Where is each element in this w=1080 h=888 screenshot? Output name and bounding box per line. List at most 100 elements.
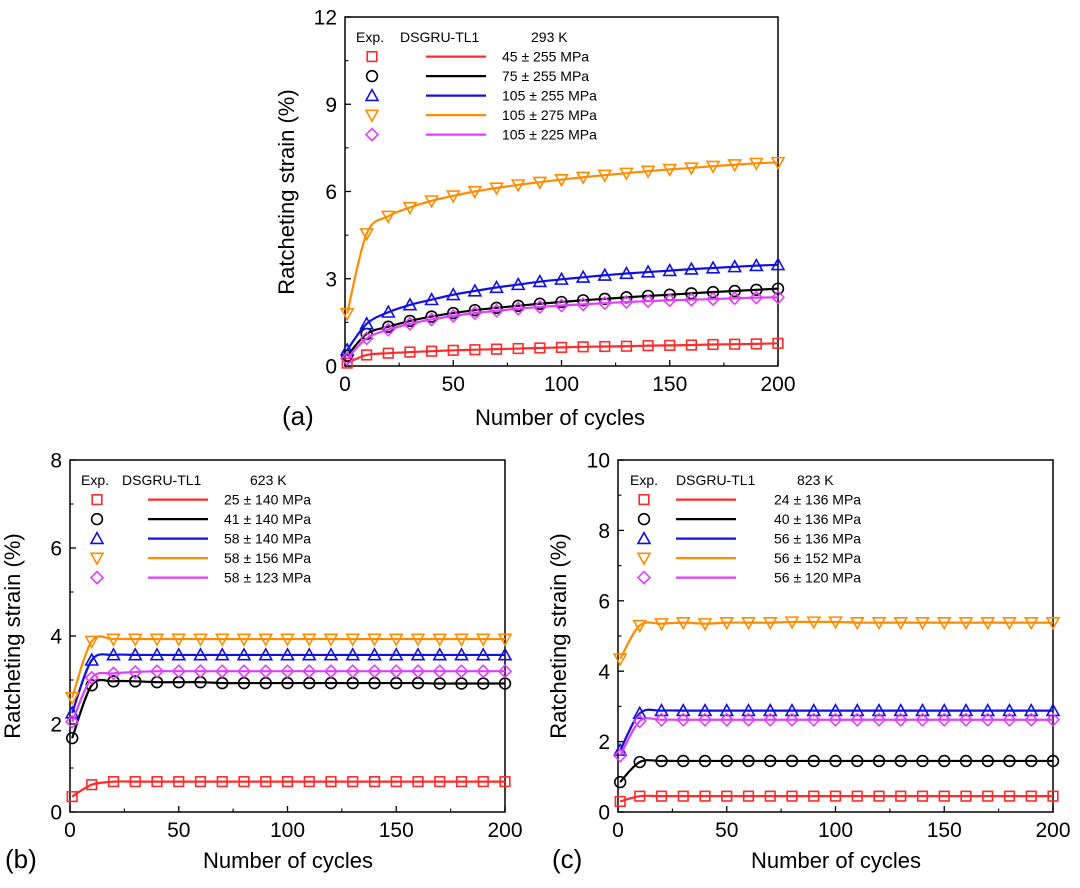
y-tick-label: 3 <box>325 268 337 291</box>
series-line <box>346 287 779 357</box>
data-point <box>655 790 668 802</box>
data-point <box>1003 754 1016 768</box>
legend-label: 40 ± 136 MPa <box>774 511 861 527</box>
data-point <box>425 345 438 357</box>
data-point <box>129 776 141 788</box>
data-point <box>654 712 669 727</box>
data-point <box>404 346 416 358</box>
x-tick-label: 0 <box>612 819 624 842</box>
data-point <box>497 647 513 661</box>
y-axis-label: Ratcheting strain (%) <box>274 89 299 294</box>
data-point <box>149 664 165 679</box>
data-point <box>361 349 373 361</box>
data-point <box>980 712 995 727</box>
data-point <box>982 790 994 802</box>
data-point <box>477 776 489 788</box>
data-point <box>632 714 647 729</box>
data-point <box>851 790 863 802</box>
data-point <box>171 647 187 661</box>
legend-label: 56 ± 120 MPa <box>774 570 861 586</box>
data-point <box>281 776 294 788</box>
legend-temperature: 623 K <box>250 472 287 488</box>
data-point <box>151 776 163 788</box>
data-point <box>619 294 634 310</box>
y-tick-label: 0 <box>598 802 610 825</box>
data-point <box>106 666 121 681</box>
data-point <box>1046 754 1060 768</box>
data-point <box>410 647 426 661</box>
data-point <box>511 299 525 312</box>
data-point <box>613 775 627 789</box>
data-point <box>698 754 712 768</box>
y-tick-label: 12 <box>314 7 337 30</box>
legend-marker <box>365 69 379 83</box>
data-point <box>475 647 491 661</box>
data-point <box>770 156 786 171</box>
data-point <box>806 712 821 727</box>
x-tick-label: 50 <box>167 819 190 842</box>
legend-label: 105 ± 255 MPa <box>502 88 597 104</box>
data-point <box>260 776 272 788</box>
chart-panel-a: 0 50 100 150 200 0 3 6 9 12 Number of cycles Ratche… <box>274 7 796 431</box>
legend-marker <box>366 50 378 63</box>
legend-marker <box>89 570 105 585</box>
legend-marker <box>637 512 651 526</box>
data-point <box>662 293 677 308</box>
data-point <box>654 702 669 717</box>
data-point <box>655 754 668 768</box>
data-point <box>533 297 547 310</box>
data-point <box>677 790 689 802</box>
data-point <box>742 790 755 802</box>
data-point <box>454 647 469 661</box>
data-point <box>662 163 678 178</box>
data-point <box>476 664 491 679</box>
x-tick-label: 150 <box>379 819 414 842</box>
legend-header-model: DSGRU-TL1 <box>400 29 480 45</box>
data-point <box>719 712 734 727</box>
legend-header-model: DSGRU-TL1 <box>122 472 202 488</box>
data-point <box>915 617 930 631</box>
data-point <box>467 305 483 321</box>
legend-marker <box>636 530 652 545</box>
data-point <box>347 776 359 788</box>
data-point <box>850 712 865 727</box>
data-point <box>785 754 799 768</box>
data-point <box>193 647 208 661</box>
data-point <box>532 274 548 288</box>
legend-label: 56 ± 152 MPa <box>774 550 861 566</box>
y-tick-label: 10 <box>587 450 610 473</box>
data-point <box>1025 754 1038 768</box>
data-point <box>938 790 950 802</box>
data-point <box>729 338 741 350</box>
data-point <box>770 257 786 271</box>
data-point <box>980 702 996 717</box>
data-point <box>707 338 719 351</box>
y-tick-label: 6 <box>50 538 62 561</box>
data-point <box>149 633 165 647</box>
legend-label: 105 ± 275 MPa <box>502 107 597 123</box>
data-point <box>1047 790 1059 802</box>
data-point <box>127 647 143 661</box>
data-point <box>1045 617 1061 631</box>
data-point <box>612 653 628 667</box>
data-point <box>467 185 483 200</box>
y-tick-label: 4 <box>50 626 62 649</box>
data-point <box>719 702 735 717</box>
data-point <box>425 310 438 323</box>
data-point <box>380 210 396 224</box>
data-point <box>697 712 713 727</box>
data-point <box>446 308 461 324</box>
data-point <box>938 754 951 768</box>
data-point <box>851 754 864 768</box>
data-point <box>368 776 381 788</box>
legend-marker <box>89 530 105 545</box>
data-point <box>345 664 360 679</box>
data-point <box>106 633 121 647</box>
y-tick-label: 4 <box>598 661 610 684</box>
data-point <box>127 633 143 647</box>
data-point <box>381 322 396 337</box>
data-point <box>149 647 165 661</box>
series-line <box>71 635 505 698</box>
data-point <box>640 165 656 179</box>
